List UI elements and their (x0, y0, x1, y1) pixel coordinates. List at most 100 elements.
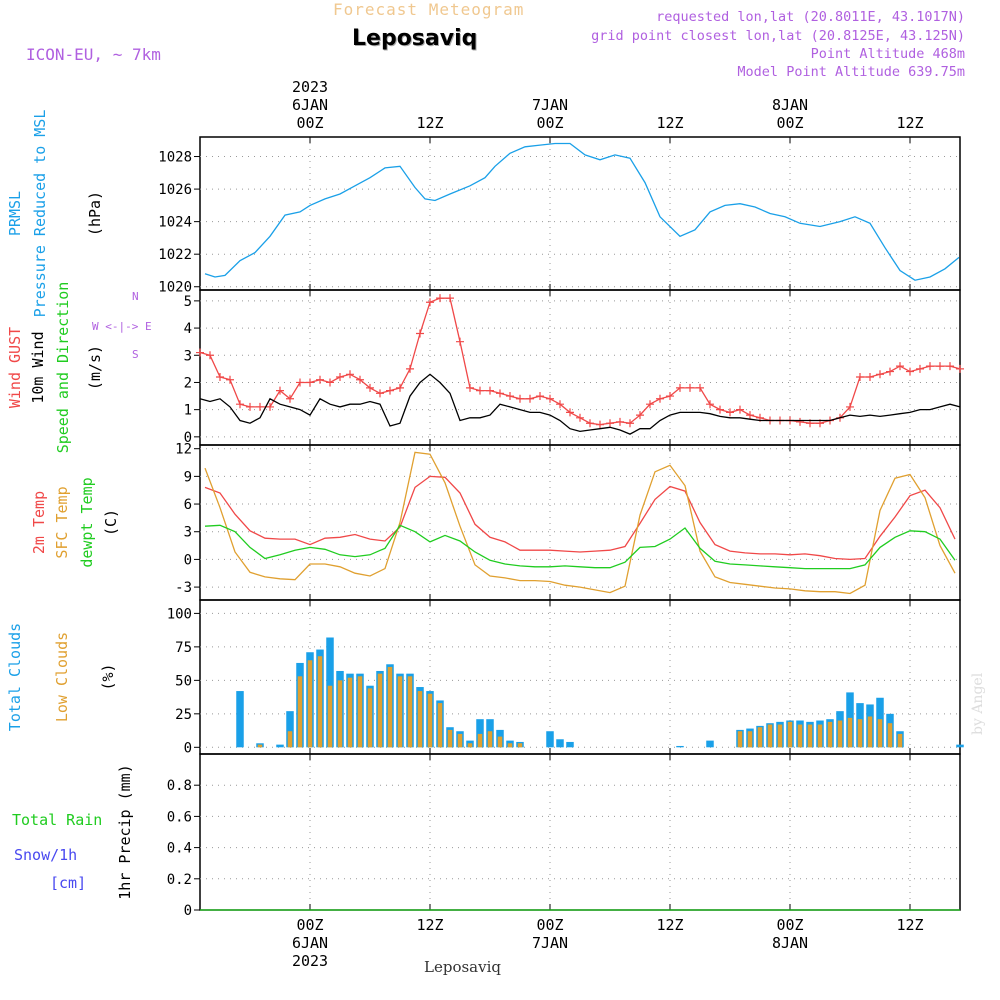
clouds-ytick-label: 0 (184, 740, 192, 756)
wind-gust-marker (626, 419, 634, 428)
wind-series-label: 10m Wind (29, 331, 47, 403)
bottom-time-tick-label: 12Z (896, 916, 923, 934)
wind-gust-marker (406, 364, 414, 373)
clouds-bar (737, 731, 743, 748)
clouds-bar (676, 745, 684, 748)
top-time-tick-label: 12Z (416, 114, 443, 132)
wind-gust-marker (306, 378, 314, 387)
clouds-bar (447, 729, 453, 748)
clouds-bar (377, 673, 383, 748)
temperature-frame (199, 444, 961, 601)
bottom-date-label: 2023 (292, 952, 328, 970)
wind-gust-marker (286, 394, 294, 403)
clouds-bar (397, 676, 403, 748)
wind-gust-marker (586, 419, 594, 428)
wind-gust-marker (616, 417, 624, 426)
temperature-series-label: SFC Temp (53, 486, 71, 558)
precip-ytick-label: 0.2 (167, 872, 192, 888)
clouds-frame (199, 599, 961, 755)
top-time-tick-label: 00Z (536, 114, 563, 132)
wind-gust-marker (876, 370, 884, 379)
top-date-label: 2023 (292, 78, 328, 96)
wind-gust-marker (956, 364, 964, 373)
clouds-bar (327, 685, 333, 748)
clouds-bar (276, 744, 284, 748)
pressure-ytick-label: 1020 (158, 280, 192, 296)
wind-gust-marker (896, 362, 904, 371)
model-point-altitude: Model Point Altitude 639.75m (737, 64, 965, 80)
wind-gust-marker (546, 394, 554, 403)
clouds-bar (517, 743, 523, 748)
wind-gust-marker (886, 367, 894, 376)
precip-ytick-label: 0 (184, 903, 192, 919)
wind-ytick-label: 4 (184, 321, 192, 337)
wind-gust-marker (326, 378, 334, 387)
clouds-bar (757, 727, 763, 748)
clouds-bar (357, 676, 363, 748)
bottom-station-label: Leposaviq (424, 958, 501, 976)
top-date-label: 6JAN (292, 96, 328, 114)
pressure-series-label: PRMSL (6, 191, 24, 236)
wind-gust-marker (396, 383, 404, 392)
clouds-bar (477, 733, 483, 748)
bottom-date-label: 6JAN (292, 934, 328, 952)
wind-gust-marker (296, 378, 304, 387)
wind-gust-marker (696, 383, 704, 392)
wind-gust-marker (856, 373, 864, 382)
pressure-ytick-label: 1028 (158, 150, 192, 166)
wind-gust-marker (336, 373, 344, 382)
wind-direction-south: S (132, 348, 139, 361)
pressure-unit-label: (hPa) (86, 191, 104, 236)
bottom-time-tick-label: 12Z (656, 916, 683, 934)
rain-label: Total Rain (12, 811, 102, 829)
top-time-tick-label: 00Z (296, 114, 323, 132)
clouds-bar (337, 680, 343, 748)
temperature-ytick-label: 9 (184, 469, 192, 485)
wind-gust-marker (456, 337, 464, 346)
wind-gust-marker (536, 392, 544, 401)
temperature-series-line (204, 475, 956, 561)
clouds-bar (847, 717, 853, 748)
clouds-bar (367, 688, 373, 748)
wind-gust-marker (466, 383, 474, 392)
wind-gust-marker (796, 417, 804, 426)
wind-gust-marker (486, 386, 494, 395)
clouds-bar (887, 723, 893, 748)
clouds-bar (487, 731, 493, 748)
wind-gust-marker (366, 383, 374, 392)
clouds-bar (417, 691, 423, 748)
snow-unit-label: [cm] (50, 874, 86, 892)
clouds-bar (556, 739, 564, 748)
pressure-frame (199, 136, 961, 291)
wind-gust-marker (506, 392, 514, 401)
wind-ytick-label: 2 (184, 375, 192, 391)
wind-ytick-label: 0 (184, 430, 192, 446)
wind-gust-marker (276, 386, 284, 395)
top-time-tick-label: 00Z (776, 114, 803, 132)
wind-series-line (199, 297, 961, 426)
wind-gust-marker (346, 370, 354, 379)
bottom-time-tick-label: 00Z (296, 916, 323, 934)
wind-direction-legend: W <-|-> E (92, 320, 152, 333)
clouds-bar (457, 733, 463, 748)
clouds-bar (307, 660, 313, 748)
grid-point-coords: grid point closest lon,lat (20.8125E, 43… (591, 28, 965, 44)
point-altitude: Point Altitude 468m (810, 46, 965, 62)
wind-gust-marker (246, 402, 254, 411)
wind-direction-north: N (132, 290, 139, 303)
temperature-ytick-label: 3 (184, 525, 192, 541)
clouds-bar (747, 731, 753, 748)
wind-gust-marker (316, 375, 324, 384)
wind-gust-marker (446, 294, 454, 303)
wind-gust-marker (706, 400, 714, 409)
wind-gust-marker (846, 402, 854, 411)
top-time-tick-label: 12Z (896, 114, 923, 132)
bottom-date-label: 8JAN (772, 934, 808, 952)
wind-gust-marker (716, 405, 724, 414)
clouds-series-label: Low Clouds (53, 632, 71, 722)
temperature-series-line (204, 524, 956, 570)
wind-series-line (199, 373, 961, 435)
top-date-label: 7JAN (532, 96, 568, 114)
wind-gust-marker (596, 420, 604, 429)
